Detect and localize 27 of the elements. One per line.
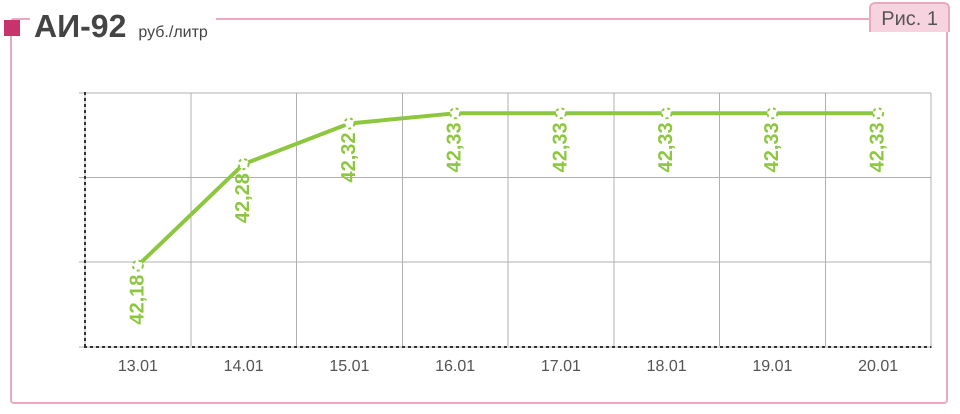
point bbox=[872, 107, 884, 120]
data-label: 42,28 bbox=[232, 173, 254, 224]
x-tick-label: 20.01 bbox=[858, 358, 898, 375]
x-tick-label: 18.01 bbox=[646, 358, 687, 375]
text: Рис. 1 bbox=[869, 2, 950, 32]
data-label: 42,33 bbox=[549, 122, 572, 172]
data-label: 42,33 bbox=[760, 122, 783, 172]
data-label: 42,33 bbox=[444, 122, 466, 172]
x-tick-label: 16.01 bbox=[435, 358, 476, 375]
point bbox=[660, 107, 673, 120]
point bbox=[132, 260, 144, 272]
chart-subtitle: руб./литр bbox=[138, 24, 208, 42]
point bbox=[554, 107, 567, 120]
data-label: 42,32 bbox=[338, 132, 360, 183]
x-tick-label: 15.01 bbox=[329, 358, 370, 375]
chart-title: АИ-92 bbox=[34, 8, 126, 45]
point bbox=[238, 158, 250, 170]
point bbox=[449, 107, 462, 120]
x-tick-label: 13.01 bbox=[118, 358, 158, 375]
x-tick-label: 17.01 bbox=[540, 358, 581, 375]
point bbox=[343, 117, 356, 130]
x-tick-label: 14.01 bbox=[224, 358, 264, 375]
data-label: 42,18 bbox=[126, 274, 148, 325]
data-label: 42,33 bbox=[655, 122, 678, 172]
data-label: 42,33 bbox=[866, 122, 889, 172]
x-tick-label: 19.01 bbox=[752, 358, 792, 375]
point bbox=[766, 107, 778, 120]
